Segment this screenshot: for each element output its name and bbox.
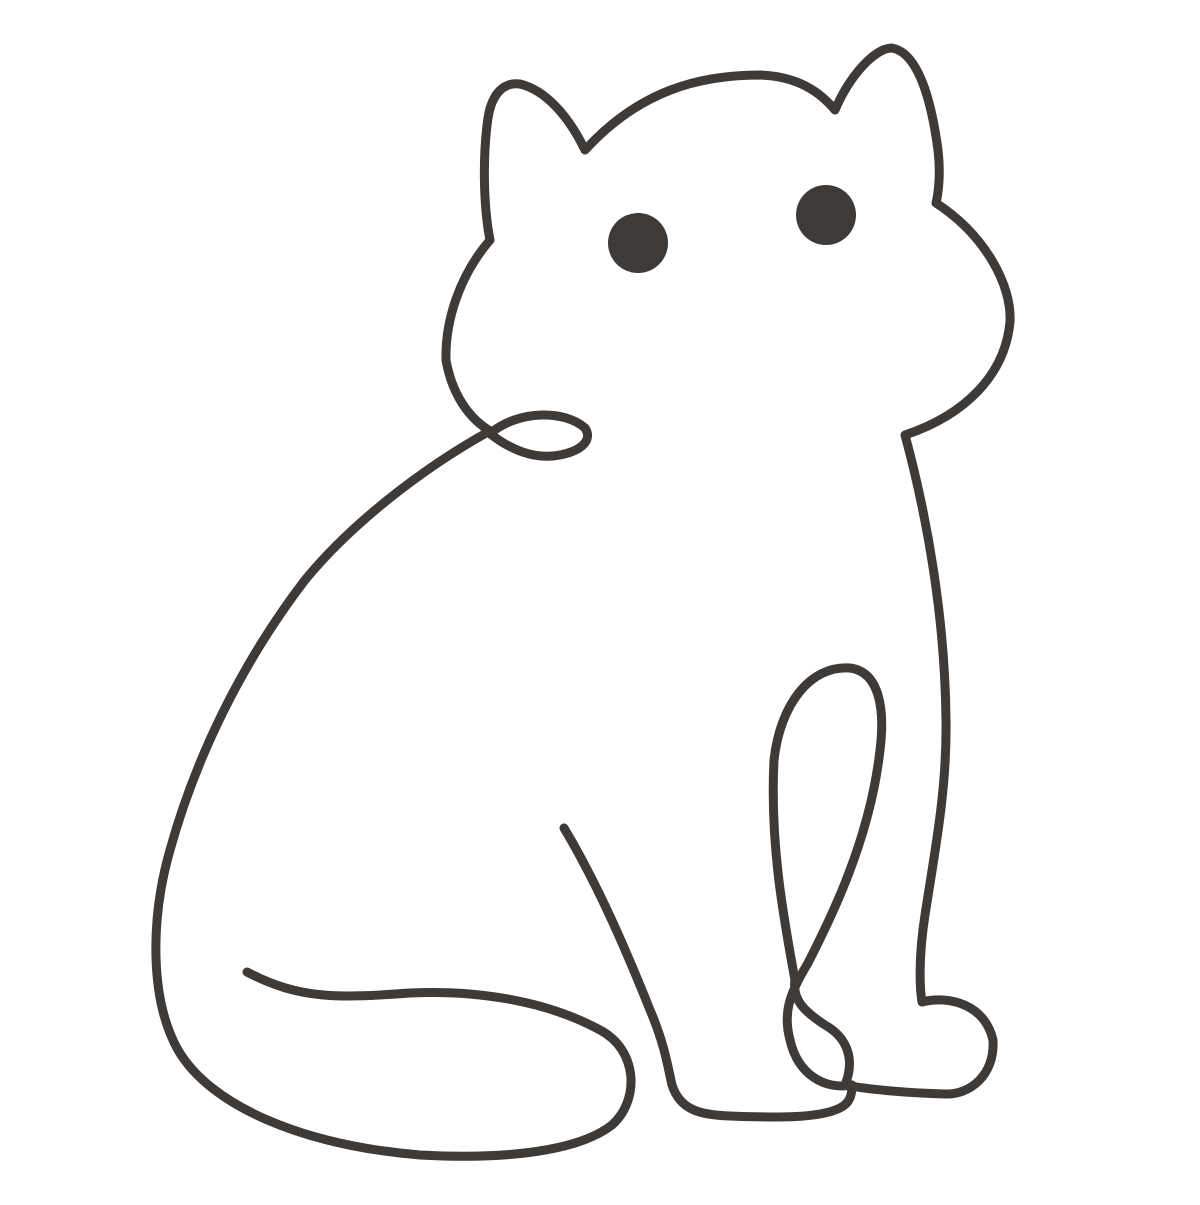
cat-left-eye: [608, 213, 668, 273]
cat-neck-loop: [151, 235, 636, 1161]
cat-right-eye: [796, 185, 856, 245]
cat-outline: [479, 43, 1015, 1099]
cat-hind-leg: [559, 823, 857, 1122]
